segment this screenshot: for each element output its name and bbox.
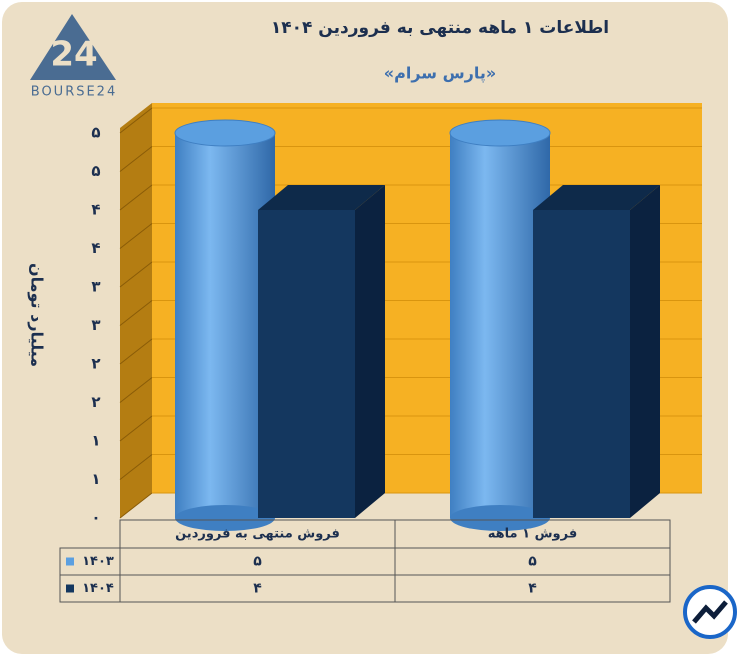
value-label: ۴	[528, 581, 537, 597]
grid-line	[119, 492, 153, 519]
x-tick-label: فروش ۱ ماهه	[488, 527, 577, 542]
chart-subtitle: «پارس سرام»	[384, 64, 496, 84]
bar-top	[174, 119, 276, 147]
logo: 24 BOURSE24	[30, 14, 117, 100]
bar-bottom	[175, 505, 275, 531]
bar-side	[355, 185, 385, 518]
bottom-icon	[683, 585, 737, 639]
value-label: ۴	[253, 581, 262, 597]
legend-label: ۱۴۰۳	[82, 554, 114, 569]
logo-text: BOURSE24	[31, 85, 117, 100]
y-axis-label: میلیارد تومان	[28, 263, 47, 367]
y-tick-label: ۳	[91, 278, 100, 296]
bar-side	[630, 185, 660, 518]
legend-swatch	[66, 584, 74, 593]
y-tick-label: ۵	[91, 162, 100, 180]
grid-line	[119, 377, 153, 403]
bar-top	[533, 185, 660, 210]
x-tick-label: فروش منتهی به فروردین	[175, 527, 340, 542]
bar	[258, 210, 355, 518]
y-tick-label: ۴	[91, 239, 100, 257]
grid-line	[119, 300, 153, 326]
value-label: ۵	[528, 554, 537, 570]
y-tick-label: ۱	[91, 470, 100, 488]
grid-line	[119, 261, 153, 288]
legend-label: ۱۴۰۴	[82, 581, 114, 596]
grid-line	[119, 107, 153, 134]
bar-top	[449, 119, 551, 147]
y-tick-label: ۰	[91, 509, 100, 527]
y-tick-label: ۳	[91, 316, 100, 334]
y-tick-label: ۲	[91, 393, 100, 411]
y-tick-label: ۲	[91, 355, 100, 373]
y-tick-label: ۱	[91, 432, 100, 450]
grid-line	[119, 146, 153, 172]
y-tick-label: ۵	[91, 124, 100, 142]
svg-text:24: 24	[50, 35, 97, 75]
grid-line	[119, 338, 153, 365]
chart-title: اطلاعات ۱ ماهه منتهی به فروردین ۱۴۰۴	[271, 18, 609, 38]
grid-line	[119, 184, 153, 211]
bar-top	[258, 185, 385, 210]
grid-line	[119, 223, 153, 249]
y-tick-label: ۴	[91, 201, 100, 219]
value-label: ۵	[253, 554, 262, 570]
side-wall	[120, 103, 152, 518]
bar	[533, 210, 630, 518]
bar-bottom	[450, 505, 550, 531]
legend-swatch	[66, 557, 74, 566]
grid-line	[119, 454, 153, 480]
grid-line	[119, 415, 153, 442]
